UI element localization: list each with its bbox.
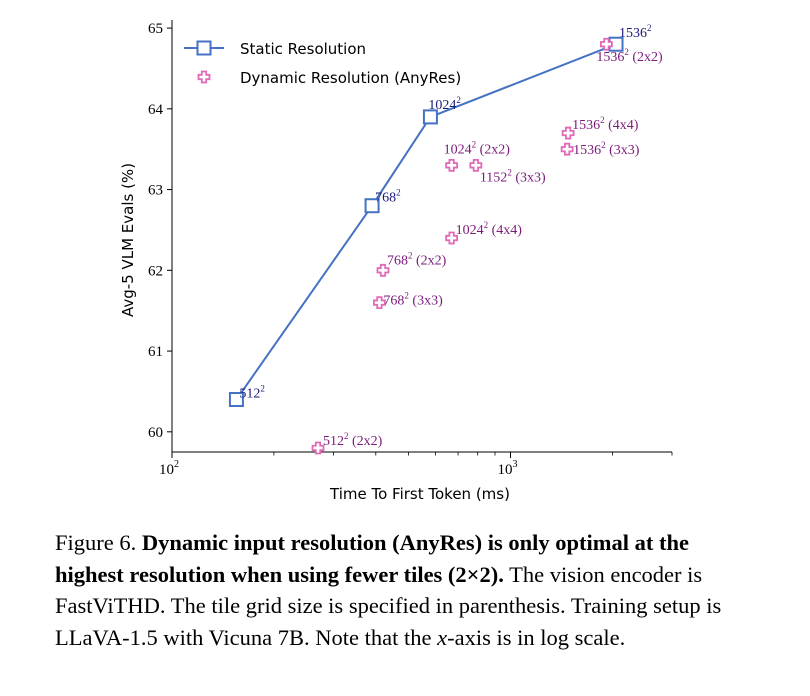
dynamic-point-label: 10242 (2x2)	[444, 139, 511, 157]
dynamic-point-marker	[469, 158, 483, 172]
static-point-label: 10242	[428, 95, 461, 113]
caption-variable: x	[437, 624, 448, 650]
static-series-line	[235, 43, 617, 401]
dynamic-point-label: 15362 (3x3)	[573, 140, 640, 158]
figure-caption: Figure 6. Dynamic input resolution (AnyR…	[55, 527, 755, 653]
legend-marker-static	[196, 40, 212, 56]
dynamic-point-label: 7682 (3x3)	[383, 291, 443, 309]
caption-text: The vision encoder is FastViTHD. The til…	[55, 561, 722, 650]
legend-label-dynamic: Dynamic Resolution (AnyRes)	[240, 69, 461, 87]
dynamic-point-marker	[311, 441, 325, 455]
legend: Static Resolution Dynamic Resolution (Any…	[184, 40, 461, 87]
caption-bold-text: Dynamic input resolution (AnyRes) is onl…	[55, 530, 689, 587]
legend-label-static: Static Resolution	[240, 40, 366, 58]
caption-label: Figure 6.	[55, 530, 137, 555]
dynamic-point-marker	[373, 296, 386, 310]
dynamic-point-marker	[445, 158, 459, 172]
static-point-label: 5122	[239, 384, 265, 402]
x-axis-title: Time To First Token (ms)	[329, 485, 510, 503]
caption-text-end: -axis is in log scale.	[447, 624, 626, 650]
y-tick-label: 63	[148, 183, 163, 199]
y-tick-label: 64	[148, 102, 164, 118]
axes: 60 61 62 63 64 65 102 103	[148, 20, 673, 478]
dynamic-point-label: 5122 (2x2)	[323, 431, 383, 449]
dynamic-point-marker	[599, 37, 613, 51]
static-point-label: 15362	[619, 23, 652, 41]
dynamic-point-label: 7682 (2x2)	[387, 250, 447, 268]
y-tick-label: 62	[148, 263, 163, 279]
dynamic-point-label: 10242 (4x4)	[456, 220, 523, 238]
static-point-marker	[364, 198, 380, 214]
series-layer	[228, 36, 624, 455]
static-point-marker	[422, 109, 438, 125]
static-point-label: 7682	[375, 188, 401, 206]
y-axis-title: Avg-5 VLM Evals (%)	[119, 163, 137, 317]
dynamic-point-marker	[560, 142, 574, 156]
static-point-marker	[228, 392, 244, 408]
x-tick-label: 102	[159, 459, 179, 478]
dynamic-point-marker	[376, 263, 390, 277]
dynamic-point-marker	[561, 126, 575, 140]
legend-marker-dynamic	[197, 70, 211, 84]
x-tick-label: 103	[497, 459, 517, 478]
y-tick-label: 65	[148, 21, 163, 37]
y-tick-label: 61	[148, 344, 163, 360]
y-tick-label: 60	[148, 425, 163, 441]
dynamic-point-label: 11522 (3x3)	[480, 167, 546, 185]
dynamic-point-marker	[445, 231, 459, 245]
point-labels: 5122 7682 10242 15362 5122 (2x2) 7682 (2x2) 76…	[239, 23, 663, 449]
dynamic-point-label: 15362 (2x2)	[596, 47, 663, 65]
dynamic-point-label: 15362 (4x4)	[572, 115, 639, 133]
